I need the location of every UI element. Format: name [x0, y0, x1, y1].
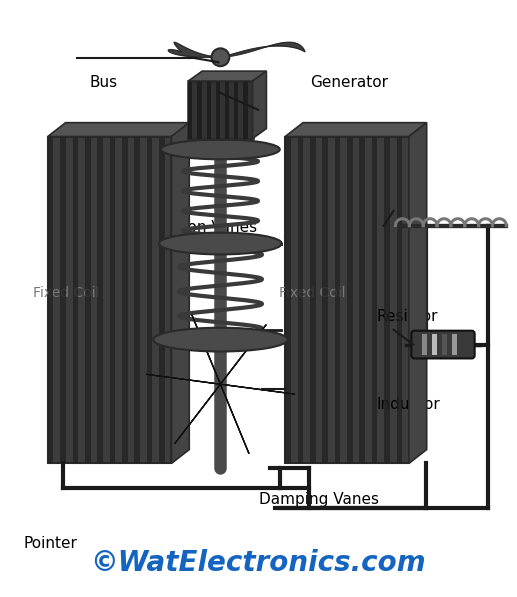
Ellipse shape	[211, 48, 230, 66]
Bar	[207, 81, 211, 139]
Bar	[97, 137, 103, 463]
Bar	[48, 137, 53, 463]
Bar	[197, 81, 202, 139]
Bar	[372, 137, 377, 463]
Polygon shape	[188, 71, 266, 81]
Polygon shape	[168, 42, 220, 57]
Ellipse shape	[161, 140, 280, 159]
Polygon shape	[220, 384, 295, 394]
Bar	[110, 137, 115, 463]
Polygon shape	[192, 315, 220, 384]
Text: Pointer: Pointer	[23, 537, 77, 552]
Polygon shape	[146, 374, 220, 384]
Text: Fixed Coil: Fixed Coil	[279, 285, 345, 300]
Bar	[188, 81, 192, 139]
Bar	[322, 137, 328, 463]
Polygon shape	[48, 122, 189, 137]
Bar	[285, 137, 291, 463]
Polygon shape	[253, 71, 266, 139]
Bar	[347, 137, 353, 463]
Text: ©WatElectronics.com: ©WatElectronics.com	[90, 549, 426, 577]
Bar	[60, 137, 66, 463]
Bar	[85, 137, 90, 463]
Bar	[298, 137, 303, 463]
Bar	[397, 137, 402, 463]
Ellipse shape	[153, 328, 287, 352]
Text: Resistor: Resistor	[376, 309, 437, 324]
Bar	[384, 137, 390, 463]
Bar	[48, 137, 172, 463]
Bar	[72, 137, 78, 463]
Bar	[122, 137, 128, 463]
Bar	[432, 334, 437, 355]
Bar	[234, 81, 238, 139]
Text: Inductor: Inductor	[376, 398, 440, 413]
Bar	[159, 137, 165, 463]
Text: Bus: Bus	[90, 75, 118, 90]
Bar	[285, 137, 409, 463]
Polygon shape	[172, 122, 189, 463]
Text: Damping Vanes: Damping Vanes	[258, 492, 378, 507]
Text: Fixed Coil: Fixed Coil	[34, 285, 100, 300]
Text: Generator: Generator	[310, 75, 388, 90]
FancyBboxPatch shape	[412, 331, 475, 358]
Polygon shape	[285, 122, 427, 137]
Bar	[134, 137, 140, 463]
Bar	[188, 81, 253, 139]
Polygon shape	[175, 384, 220, 444]
Bar	[359, 137, 365, 463]
Bar	[422, 334, 427, 355]
Polygon shape	[409, 122, 427, 463]
Polygon shape	[220, 325, 266, 384]
Bar	[442, 334, 447, 355]
Polygon shape	[220, 384, 249, 454]
Text: Iron Vanes: Iron Vanes	[177, 220, 257, 235]
Bar	[225, 81, 229, 139]
Bar	[452, 334, 457, 355]
Bar	[147, 137, 153, 463]
Bar	[216, 81, 220, 139]
Ellipse shape	[159, 233, 282, 254]
Bar	[244, 81, 248, 139]
Bar	[334, 137, 340, 463]
Bar	[310, 137, 315, 463]
Polygon shape	[220, 42, 305, 57]
